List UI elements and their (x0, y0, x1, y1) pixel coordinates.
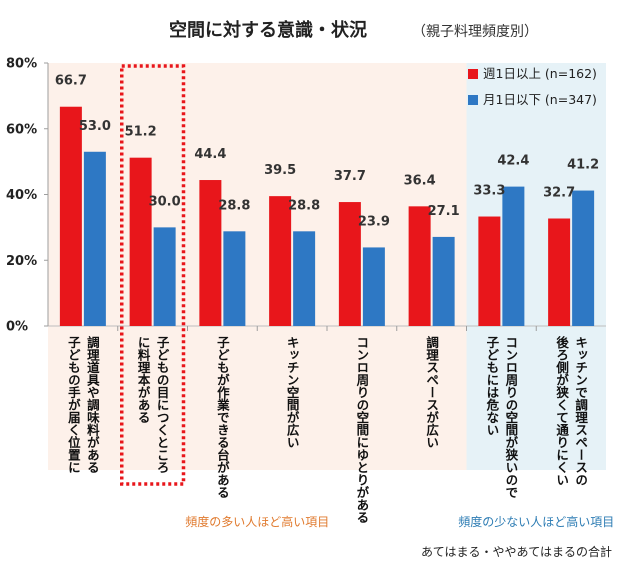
value-label-s1-c3: 28.8 (288, 198, 320, 213)
category-label-c0-l1: 子どもの手が届く位置に (66, 336, 81, 474)
bar-s0-c2 (199, 180, 222, 326)
bar-s1-c4 (362, 247, 385, 326)
bar-s0-c4 (338, 202, 361, 326)
value-label-s0-c1: 51.2 (125, 125, 157, 140)
value-label-s0-c6: 33.3 (473, 184, 505, 199)
bar-s0-c0 (59, 106, 82, 326)
y-tick-label-0: 0% (6, 320, 28, 335)
chart-title: 空間に対する意識・状況 (169, 19, 367, 41)
y-tick-label-1: 20% (6, 254, 37, 269)
bar-s0-c7 (548, 218, 571, 326)
category-label-c0-l0: 調理道具や調味料がある (85, 335, 100, 474)
value-label-s0-c5: 36.4 (404, 173, 436, 188)
value-labels: 66.7 53.0 51.2 30.0 44.4 28.8 39.5 28.8 37.7 23.9… (55, 74, 599, 230)
y-tick-label-4: 80% (6, 57, 37, 72)
bar-s0-c3 (269, 196, 292, 326)
bar-s1-c7 (572, 190, 595, 326)
legend: 週1日以上 (n=162) 月1日以下 (n=347) (468, 66, 597, 107)
bar-s1-c6 (502, 186, 525, 326)
value-label-s1-c1: 30.0 (149, 194, 181, 209)
bar-s1-c1 (153, 227, 176, 326)
bar-s0-c1 (129, 157, 152, 326)
legend-label-1: 月1日以下 (n=347) (483, 92, 597, 107)
value-label-s1-c2: 28.8 (218, 198, 250, 213)
bar-s1-c5 (432, 236, 455, 326)
category-label-c2-l0: 子どもが作業できる台がある (215, 336, 230, 499)
category-label-c7-l0: キッチンで調理スペースの (573, 336, 588, 486)
highlight-box (120, 64, 186, 486)
value-label-s0-c4: 37.7 (334, 169, 366, 184)
chart-subtitle: （親子料理頻度別） (412, 24, 538, 40)
value-label-s0-c0: 66.7 (55, 74, 87, 89)
bar-s1-c0 (83, 151, 106, 326)
category-label-c3-l0: キッチン空間が広い (285, 336, 300, 449)
y-tick-label-3: 60% (6, 122, 37, 137)
category-label-c1-l0: 子どもの目につくところ (155, 336, 170, 474)
group-label-0: 頻度の多い人ほど高い項目 (185, 514, 329, 529)
category-label-c7-l1: 後ろ側が狭くて通りにくい (554, 335, 569, 486)
legend-swatch-0 (468, 69, 478, 79)
legend-swatch-1 (468, 95, 478, 105)
group-background-0 (48, 63, 467, 470)
category-label-c6-l0: コンロ周りの空間が狭いので (503, 336, 518, 499)
bar-s0-c6 (478, 216, 501, 326)
footnote: あてはまる・ややあてはまるの合計 (421, 544, 612, 559)
group-label-1: 頻度の少ない人ほど高い項目 (458, 514, 614, 529)
category-label-c5-l0: 調理スペースが広い (424, 335, 439, 449)
category-label-c4-l0: コンロ周りの空間にゆとりがある (354, 336, 369, 524)
value-label-s1-c0: 53.0 (79, 119, 111, 134)
category-label-c6-l1: 子どもには危ない (484, 336, 499, 436)
value-label-s1-c6: 42.4 (497, 154, 529, 169)
category-label-c1-l1: に料理本がある (136, 336, 151, 424)
y-tick-label-2: 40% (6, 188, 37, 203)
value-label-s1-c5: 27.1 (428, 204, 460, 219)
value-label-s1-c4: 23.9 (358, 214, 390, 229)
legend-label-0: 週1日以上 (n=162) (483, 66, 597, 81)
bar-s1-c2 (223, 231, 246, 326)
value-label-s0-c3: 39.5 (264, 163, 296, 178)
bar-s0-c5 (408, 206, 431, 326)
bars (59, 64, 595, 486)
value-label-s0-c2: 44.4 (194, 147, 226, 162)
value-label-s0-c7: 32.7 (543, 185, 575, 200)
bar-s1-c3 (293, 231, 316, 326)
value-label-s1-c7: 41.2 (567, 158, 599, 173)
